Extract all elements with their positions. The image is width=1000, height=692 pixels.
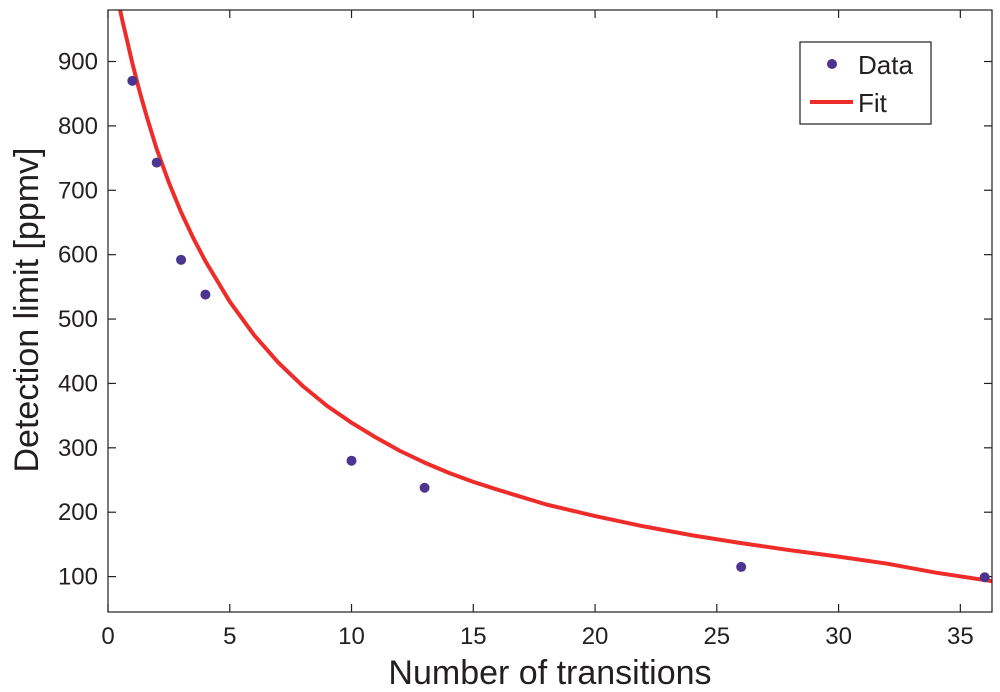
- x-tick-label: 5: [223, 623, 236, 650]
- y-tick-label: 800: [58, 113, 98, 140]
- data-point: [127, 75, 138, 86]
- y-tick-label: 400: [58, 370, 98, 397]
- y-tick-label: 200: [58, 499, 98, 526]
- data-point: [736, 561, 747, 572]
- y-axis-label: Detection limit [ppmv]: [8, 148, 46, 473]
- data-point: [176, 254, 187, 265]
- y-tick-label: 900: [58, 49, 98, 76]
- y-tick-label: 600: [58, 242, 98, 269]
- data-point: [151, 157, 162, 168]
- legend-data-label: Data: [858, 50, 913, 80]
- legend: Data Fit: [799, 41, 932, 125]
- x-tick-label: 25: [703, 623, 730, 650]
- x-tick-label: 0: [101, 623, 114, 650]
- x-tick-label: 10: [338, 623, 365, 650]
- x-tick-label: 35: [947, 623, 974, 650]
- y-tick-label: 300: [58, 435, 98, 462]
- y-tick-label: 500: [58, 306, 98, 333]
- legend-fit-label: Fit: [858, 88, 888, 118]
- x-tick-label: 20: [582, 623, 609, 650]
- fit-line: [118, 10, 992, 584]
- legend-box: [799, 41, 932, 125]
- data-point: [200, 289, 211, 300]
- axis-ticks: [107, 10, 992, 612]
- data-point: [979, 572, 990, 583]
- x-tick-label: 15: [460, 623, 487, 650]
- axes-frame: [107, 9, 993, 613]
- series-layer: [118, 10, 992, 584]
- tick-labels: 0 5 10 15 20 25 30 35 100 200 300 400 500 600 700 800 90…: [58, 49, 974, 650]
- y-tick-label: 700: [58, 177, 98, 204]
- axes-box: [107, 9, 993, 613]
- x-tick-label: 30: [825, 623, 852, 650]
- data-point: [346, 455, 357, 466]
- y-tick-label: 100: [58, 564, 98, 591]
- legend-data-marker: [827, 59, 837, 69]
- x-axis-label: Number of transitions: [388, 654, 711, 692]
- data-point: [419, 482, 430, 493]
